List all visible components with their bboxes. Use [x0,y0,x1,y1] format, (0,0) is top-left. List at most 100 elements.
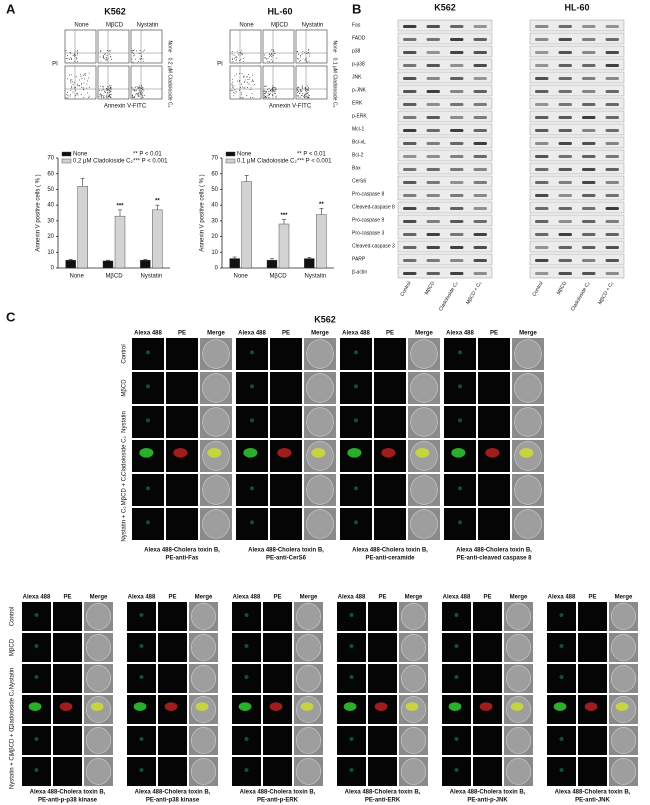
y-tick-label: 70 [47,156,54,162]
cell-outline [296,665,321,692]
blot-band [403,168,417,171]
flow-dot [268,95,270,97]
blot-band [605,77,619,80]
flow-dot [232,59,233,60]
cell-outline [506,634,531,661]
flow-dot [134,86,136,88]
blot-band [535,246,549,249]
flow-plot [229,29,262,64]
blot-strip [397,136,493,149]
flow-dot [70,94,71,96]
caption: Alexa 488-Cholera toxin B, [144,548,220,554]
flow-dot [304,58,306,60]
panel-label: C [6,309,16,324]
flow-dot [234,57,235,59]
flow-dot [269,56,271,58]
blot-row-label: p-p38 [352,61,365,67]
micrograph [53,726,82,755]
flow-dot [99,89,101,91]
stain [139,737,144,742]
flow-dot [265,90,267,92]
flow-dot [87,80,88,82]
blot-band [426,194,440,197]
flow-dot [272,60,274,62]
micrograph [270,508,302,540]
flow-dot [105,59,106,61]
micrograph [478,338,510,370]
blot-band [473,155,487,158]
micrograph [368,602,397,631]
cell-outline [296,727,321,754]
blot-band [535,259,549,262]
flow-dot [272,94,274,95]
blot-strip [397,97,493,110]
x-tick-label: MβCD [269,274,287,280]
blot-band [450,259,464,262]
column-label: Merge [207,331,225,337]
flow-dot [271,54,273,56]
flow-dot [83,96,85,98]
flow-dot [269,92,271,94]
flow-dot [109,50,111,52]
blot-band [582,90,596,93]
column-label: Alexa 488 [23,595,51,601]
flow-dot [108,96,110,98]
flow-plot [97,29,130,64]
blot-strip [397,214,493,227]
flow-dot [305,96,307,98]
flow-dot [140,55,142,57]
flow-plot [64,65,97,100]
micrograph [53,664,82,693]
row-label: Nystatin [122,411,128,433]
panel-label: B [352,1,361,16]
stain [207,448,222,458]
stain [458,418,462,423]
bar [266,259,278,269]
stain [454,768,459,773]
flow-dot [298,86,300,88]
flow-dot [305,93,307,95]
flow-dot [241,50,243,52]
blot-band [450,51,464,54]
flow-dot [271,56,273,58]
flow-dot [100,93,102,95]
micrograph [166,372,198,404]
x-tick-label: MβCD [105,274,123,280]
flow-dot [108,94,110,96]
flow-dot [88,77,90,79]
bar [77,186,88,269]
blot-band [582,77,596,80]
flow-dot [138,92,139,94]
y-tick-label: 30 [47,218,54,224]
legend-note: *** P < 0.001 [297,159,332,165]
stain [311,448,326,458]
stain [343,702,357,711]
blot-band [535,142,549,145]
flow-dot [107,95,109,97]
blot-row-label: Bcl-xL [352,139,366,145]
flow-dot [106,49,108,51]
flow-dot [308,55,310,57]
lane-label: MβCD [424,280,437,296]
blot-band [558,220,572,223]
blot-row-label: JNK [352,74,362,80]
lane-label: MβCD + C₂ [465,281,483,306]
stain [277,448,292,458]
flow-dot [131,87,133,89]
flow-dot [250,89,252,91]
flow-dot [71,87,72,89]
blot-band [582,181,596,184]
blot-band [558,168,572,171]
flow-dot [106,97,108,99]
flow-dot [99,56,101,58]
flow-dot [133,52,135,54]
blot-band [535,129,549,132]
flow-dot [139,92,141,94]
column-label: Merge [311,331,329,337]
flow-dot [296,51,298,53]
bar [102,260,114,269]
blot-band [605,25,619,28]
blot-band [450,220,464,223]
micrograph [166,474,198,506]
